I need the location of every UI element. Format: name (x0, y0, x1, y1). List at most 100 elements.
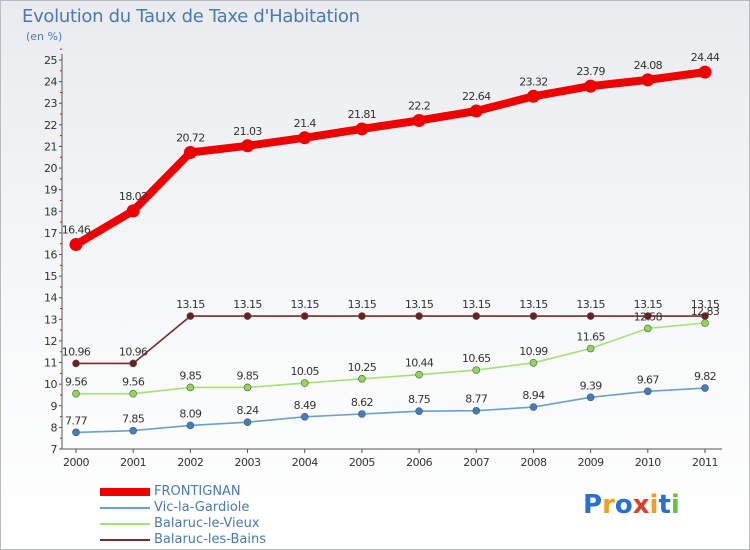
x-tick-label-2000: 2000 (63, 456, 89, 469)
x-tick-label-2011: 2011 (692, 456, 718, 469)
x-tick-label-2001: 2001 (120, 456, 146, 469)
data-point-balaruc-les-bains-2001 (129, 359, 137, 368)
logo-letter: i (670, 490, 680, 520)
data-label-vic-la-gardiole-2001: 7.85 (122, 413, 145, 426)
legend-item-balaruc-le-vieux: Balaruc-le-Vieux (100, 516, 360, 532)
data-point-balaruc-le-vieux-2003 (243, 383, 252, 392)
y-tick-label-12: 12 (44, 335, 57, 348)
data-label-frontignan-2003: 21.03 (233, 125, 262, 138)
data-label-frontignan-2007: 22.64 (462, 90, 491, 103)
data-label-balaruc-les-bains-2011: 13.15 (691, 298, 720, 311)
legend-label-balaruc-les-bains: Balaruc-les-Bains (154, 532, 267, 547)
data-point-frontignan-2006 (412, 114, 426, 128)
x-tick-label-2003: 2003 (235, 456, 261, 469)
data-point-vic-la-gardiole-2008 (529, 403, 538, 411)
x-tick-label-2010: 2010 (635, 456, 661, 469)
x-tick-label-2007: 2007 (463, 456, 489, 469)
series-line-balaruc-les-bains (75, 315, 706, 365)
data-point-frontignan-2007 (469, 104, 483, 118)
data-label-vic-la-gardiole-2010: 9.67 (637, 373, 660, 386)
data-label-balaruc-les-bains-2009: 13.15 (576, 298, 605, 311)
logo-letter: o (614, 490, 633, 520)
data-label-balaruc-le-vieux-2004: 10.05 (290, 365, 319, 378)
data-point-vic-la-gardiole-2002 (186, 421, 195, 430)
data-point-vic-la-gardiole-2007 (472, 406, 481, 415)
data-point-balaruc-le-vieux-2007 (472, 366, 481, 374)
y-tick-label-23: 23 (44, 97, 57, 110)
data-point-balaruc-les-bains-2007 (472, 312, 481, 320)
data-label-balaruc-les-bains-2002: 13.15 (176, 298, 205, 311)
logo-letter: x (632, 490, 650, 520)
legend-swatch-vic-la-gardiole (100, 507, 150, 509)
data-label-balaruc-les-bains-2000: 10.96 (62, 345, 91, 358)
data-label-vic-la-gardiole-2005: 8.62 (351, 396, 373, 409)
data-point-frontignan-2000 (69, 238, 83, 252)
data-point-balaruc-le-vieux-2001 (129, 389, 137, 398)
data-label-frontignan-2006: 22.2 (408, 100, 430, 113)
legend-label-frontignan: FRONTIGNAN (154, 484, 241, 499)
y-tick-label-14: 14 (44, 292, 57, 305)
y-tick-label-16: 16 (44, 249, 57, 262)
data-label-balaruc-le-vieux-2005: 10.25 (348, 361, 377, 374)
chart-title: Evolution du Taux de Taxe d'Habitation (22, 6, 360, 27)
data-point-balaruc-les-bains-2008 (529, 312, 538, 320)
data-point-vic-la-gardiole-2009 (586, 393, 595, 402)
data-label-vic-la-gardiole-2006: 8.75 (408, 393, 431, 406)
data-label-balaruc-le-vieux-2002: 9.85 (179, 369, 202, 382)
data-point-balaruc-les-bains-2000 (72, 359, 80, 368)
data-point-vic-la-gardiole-2006 (415, 407, 423, 415)
data-point-vic-la-gardiole-2010 (644, 387, 652, 396)
y-tick-label-15: 15 (44, 270, 57, 283)
data-point-balaruc-les-bains-2010 (644, 312, 652, 320)
data-label-balaruc-les-bains-2003: 13.15 (233, 298, 262, 311)
data-point-balaruc-les-bains-2006 (415, 312, 423, 320)
data-point-balaruc-le-vieux-2009 (586, 344, 595, 353)
legend-item-vic-la-gardiole: Vic-la-Gardiole (100, 500, 360, 516)
y-tick-label-7: 7 (51, 443, 58, 456)
x-tick-label-2002: 2002 (177, 456, 203, 469)
data-label-frontignan-2002: 20.72 (176, 131, 205, 144)
data-label-vic-la-gardiole-2003: 8.24 (236, 404, 259, 417)
data-label-frontignan-2000: 16.46 (62, 224, 91, 237)
data-label-balaruc-le-vieux-2008: 10.99 (519, 345, 548, 358)
data-label-vic-la-gardiole-2009: 9.39 (580, 379, 603, 392)
legend-swatch-balaruc-le-vieux (100, 523, 150, 525)
data-label-balaruc-les-bains-2001: 10.96 (119, 345, 148, 358)
y-tick-label-18: 18 (44, 205, 57, 218)
data-label-balaruc-les-bains-2008: 13.15 (519, 298, 548, 311)
y-tick-label-19: 19 (44, 184, 57, 197)
legend-label-balaruc-le-vieux: Balaruc-le-Vieux (154, 516, 260, 531)
logo-letter: t (658, 490, 671, 520)
data-label-balaruc-le-vieux-2009: 11.65 (576, 331, 605, 344)
data-point-balaruc-les-bains-2004 (300, 312, 309, 320)
data-point-balaruc-le-vieux-2004 (300, 379, 309, 387)
data-point-balaruc-le-vieux-2002 (186, 383, 195, 392)
data-label-frontignan-2005: 21.81 (348, 108, 377, 121)
data-label-vic-la-gardiole-2011: 9.82 (694, 370, 716, 383)
y-tick-label-8: 8 (51, 421, 58, 434)
data-label-balaruc-les-bains-2005: 13.15 (348, 298, 377, 311)
data-label-frontignan-2004: 21.4 (294, 117, 317, 130)
data-label-balaruc-le-vieux-2003: 9.85 (236, 369, 259, 382)
data-label-frontignan-2011: 24.44 (691, 51, 720, 64)
data-label-balaruc-le-vieux-2006: 10.44 (405, 357, 434, 370)
logo-letter: P (583, 490, 603, 520)
data-label-balaruc-les-bains-2007: 13.15 (462, 298, 491, 311)
data-point-frontignan-2004 (298, 131, 312, 145)
data-label-vic-la-gardiole-2000: 7.77 (65, 414, 88, 427)
y-tick-label-24: 24 (44, 76, 57, 89)
y-tick-label-25: 25 (44, 54, 57, 67)
y-tick-label-13: 13 (44, 313, 57, 326)
data-point-balaruc-les-bains-2009 (586, 312, 595, 320)
legend: FRONTIGNAN Vic-la-Gardiole Balaruc-le-Vi… (100, 484, 360, 548)
data-point-frontignan-2001 (126, 204, 140, 218)
series-line-frontignan (72, 68, 709, 249)
data-point-frontignan-2011 (698, 65, 712, 79)
data-point-frontignan-2010 (641, 73, 655, 87)
data-point-balaruc-le-vieux-2008 (529, 358, 538, 367)
x-tick-label-2008: 2008 (520, 456, 546, 469)
data-point-balaruc-les-bains-2005 (358, 312, 366, 320)
data-label-balaruc-le-vieux-2001: 9.56 (122, 376, 145, 389)
